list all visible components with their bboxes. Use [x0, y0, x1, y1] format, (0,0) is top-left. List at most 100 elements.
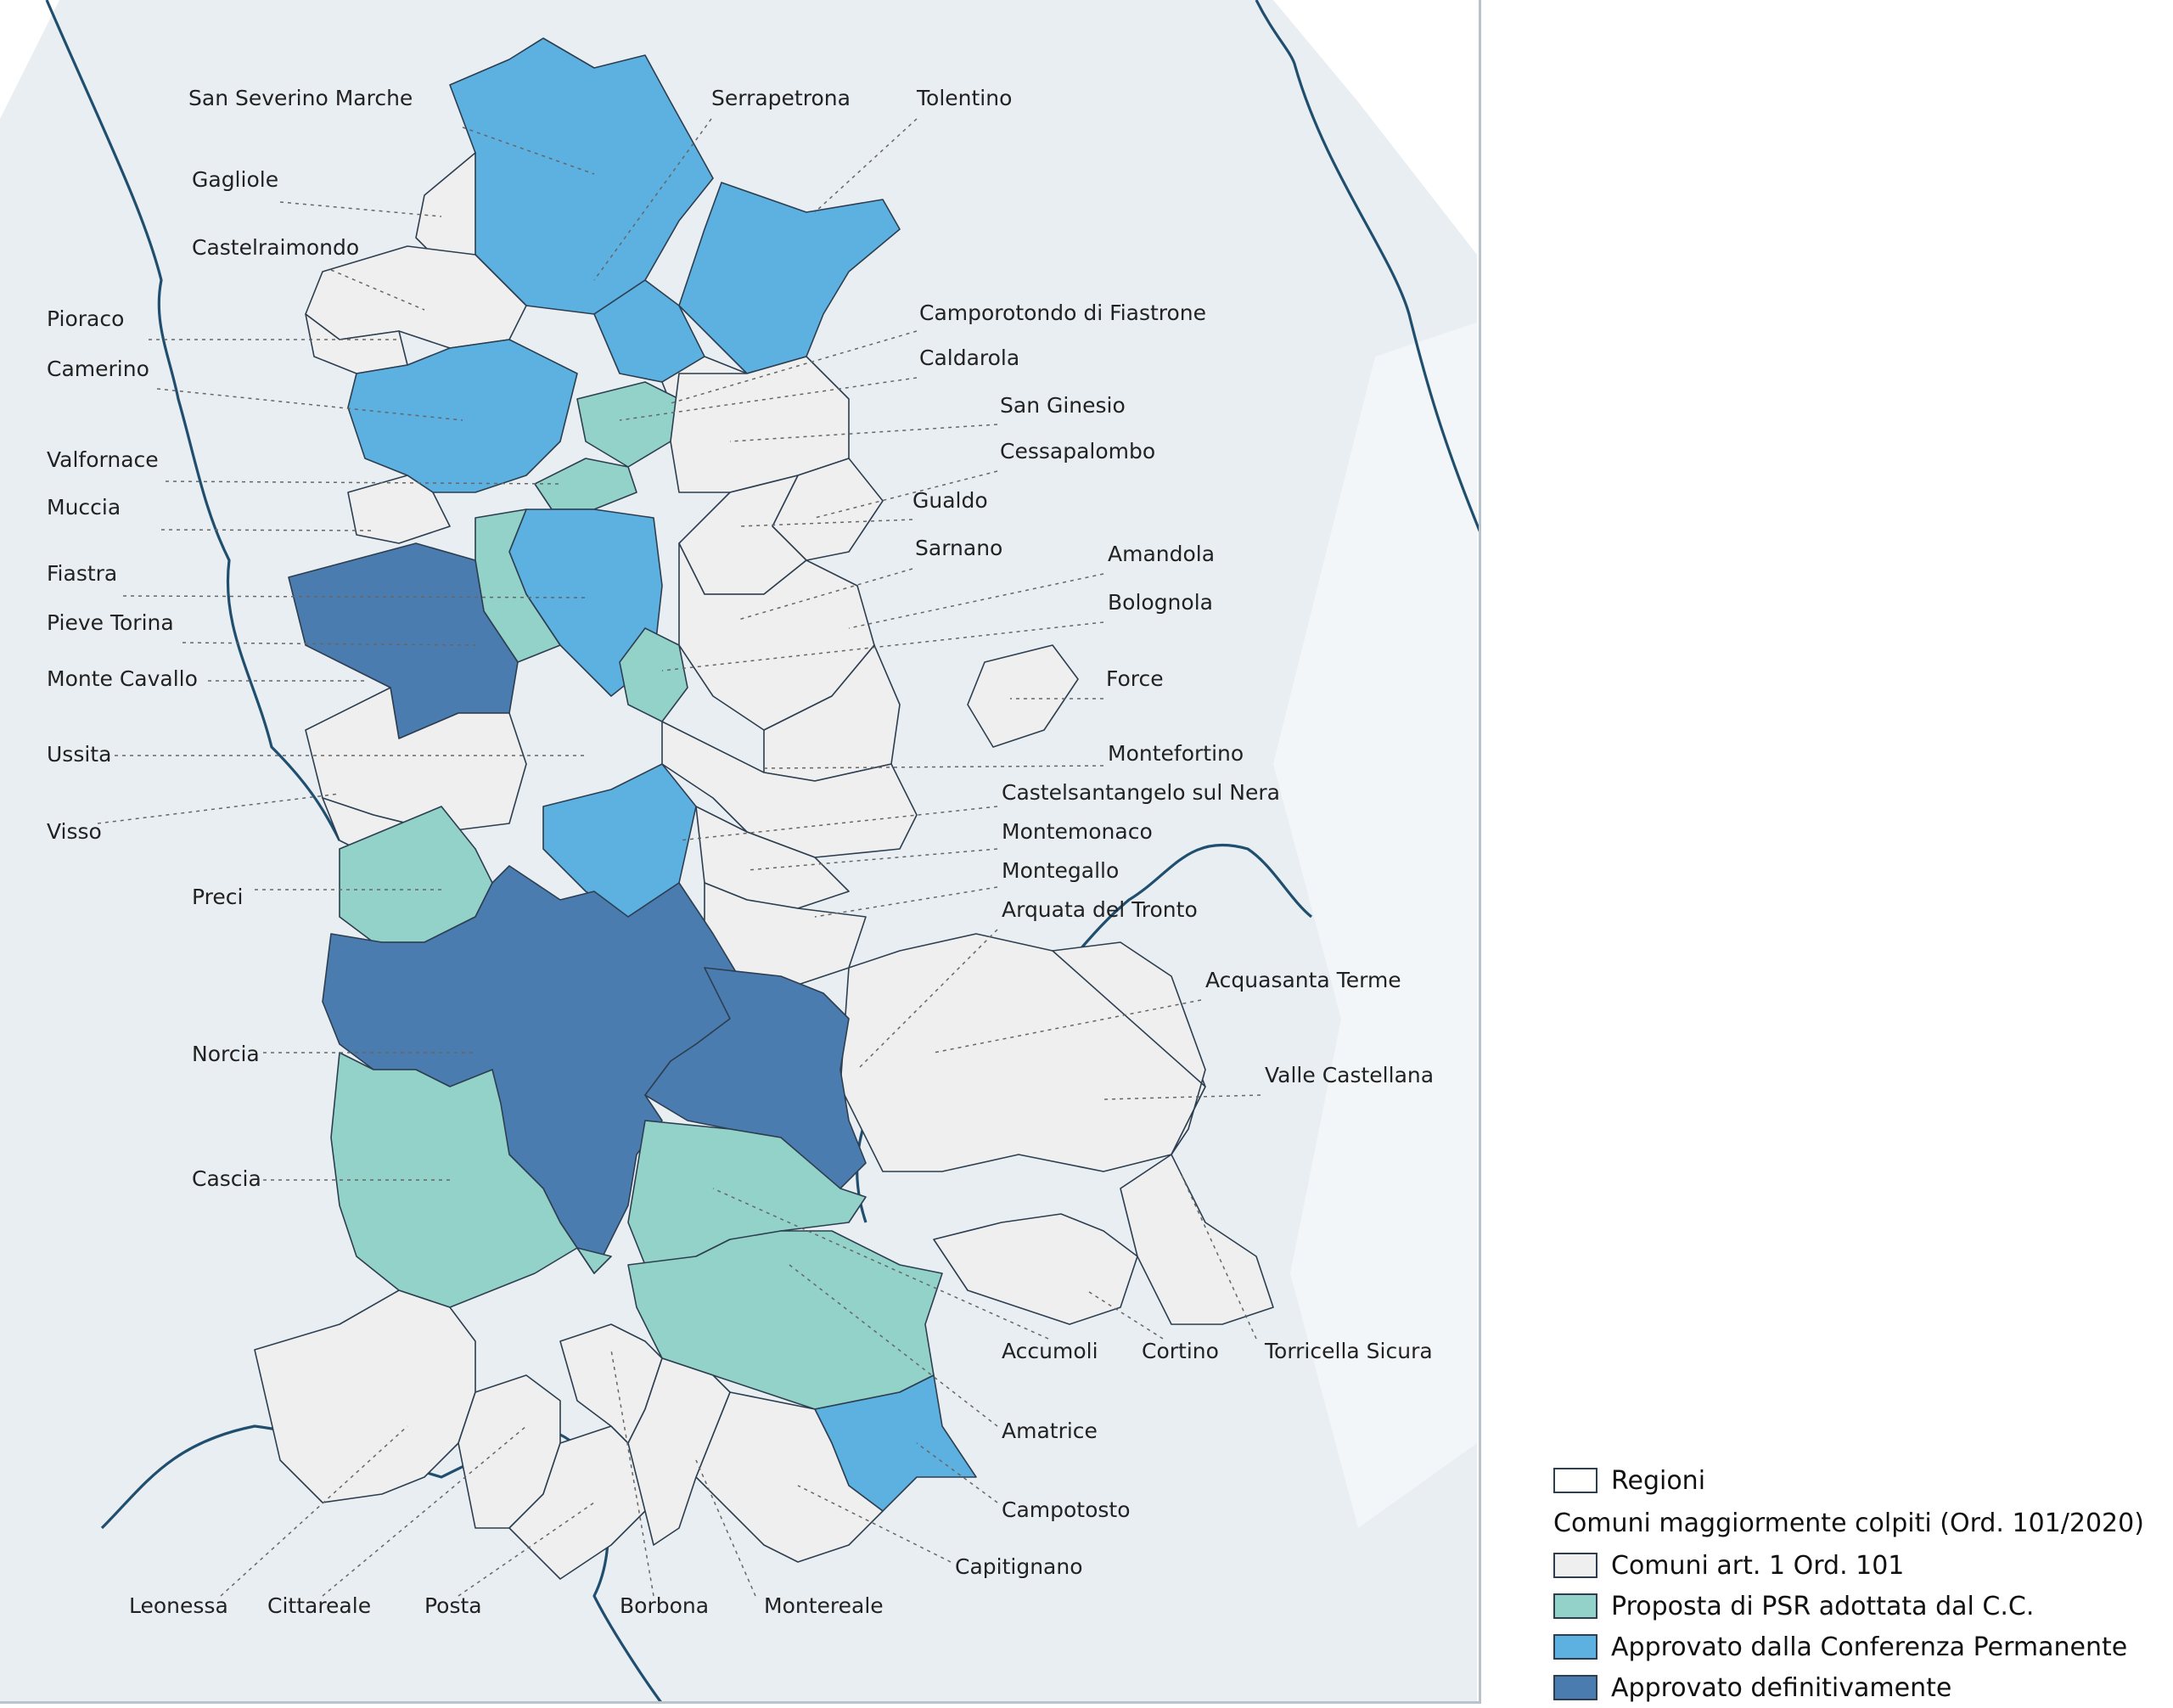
leader-line-san-severino-marche: [462, 126, 595, 175]
leader-line-montemonaco: [746, 848, 998, 871]
label-tolentino: Tolentino: [916, 86, 1012, 110]
leader-line-gualdo: [738, 519, 913, 527]
label-camerino: Camerino: [47, 357, 149, 381]
leader-line-montegallo: [814, 886, 998, 918]
regioni-swatch: [1553, 1468, 1597, 1493]
leader-line-castelraimondo: [330, 269, 425, 311]
leader-line-montereale: [695, 1459, 756, 1597]
municipality-montereale[interactable]: [627, 1357, 731, 1546]
region-border-coast: [1255, 0, 1479, 532]
legend-item-art1: Comuni art. 1 Ord. 101: [1553, 1545, 2148, 1586]
label-caldarola: Caldarola: [919, 346, 1019, 370]
label-posta: Posta: [424, 1593, 482, 1618]
municipalities-layer: [254, 37, 1274, 1580]
municipality-force[interactable]: [967, 644, 1079, 748]
municipality-capitignano[interactable]: [695, 1391, 884, 1563]
label-montefortino: Montefortino: [1108, 741, 1244, 766]
label-san-severino-marche: San Severino Marche: [188, 86, 413, 110]
leader-line-camerino: [156, 388, 463, 421]
municipality-cortino[interactable]: [933, 1213, 1138, 1325]
legend-item-label: Proposta di PSR adottata dal C.C.: [1611, 1591, 2035, 1621]
label-visso: Visso: [47, 819, 102, 844]
label-gagliole: Gagliole: [192, 167, 278, 192]
label-preci: Preci: [192, 885, 243, 909]
label-leonessa: Leonessa: [129, 1593, 228, 1618]
label-campotosto: Campotosto: [1002, 1497, 1131, 1522]
art1-swatch: [1553, 1553, 1597, 1578]
label-cascia: Cascia: [192, 1166, 261, 1191]
label-castelraimondo: Castelraimondo: [192, 235, 359, 260]
label-montegallo: Montegallo: [1002, 858, 1119, 883]
leader-lines-layer: [97, 118, 1261, 1597]
leader-line-fiastra: [122, 595, 587, 598]
label-norcia: Norcia: [192, 1042, 260, 1066]
label-sarnano: Sarnano: [915, 536, 1002, 560]
label-camporotondo-di-fiastrone: Camporotondo di Fiastrone: [919, 301, 1206, 325]
municipality-cascia[interactable]: [330, 1052, 612, 1308]
leader-line-valle-castellana: [1103, 1094, 1261, 1100]
label-force: Force: [1106, 666, 1164, 691]
label-fiastra: Fiastra: [47, 561, 117, 586]
label-valle-castellana: Valle Castellana: [1265, 1063, 1434, 1087]
leader-line-borbona: [610, 1349, 654, 1597]
leader-line-accumoli: [712, 1188, 1049, 1340]
psr-swatch: [1553, 1593, 1597, 1619]
region-border-west: [45, 0, 341, 841]
leader-line-cessapalombo: [814, 470, 998, 519]
municipality-valle-castellana[interactable]: [1052, 941, 1206, 1155]
label-gualdo: Gualdo: [912, 488, 988, 513]
legend-title: Comuni maggiormente colpiti (Ord. 101/20…: [1553, 1508, 2144, 1538]
label-cittareale: Cittareale: [267, 1593, 371, 1618]
label-accumoli: Accumoli: [1002, 1339, 1098, 1363]
label-cessapalombo: Cessapalombo: [1000, 439, 1155, 464]
legend-item-psr: Proposta di PSR adottata dal C.C.: [1553, 1586, 2148, 1627]
municipality-muccia[interactable]: [347, 475, 451, 544]
leader-line-muccia: [160, 529, 374, 531]
leader-line-amatrice: [789, 1264, 998, 1427]
leader-line-valfornace: [165, 480, 561, 485]
label-montereale: Montereale: [764, 1593, 884, 1618]
leader-line-visso: [97, 793, 340, 824]
label-valfornace: Valfornace: [47, 447, 159, 472]
leader-line-torricella-sicura: [1179, 1171, 1257, 1340]
legend-item-label: Comuni art. 1 Ord. 101: [1611, 1550, 1905, 1581]
leader-line-amandola: [848, 573, 1104, 629]
municipality-montefortino[interactable]: [661, 721, 918, 858]
leader-line-arquata-del-tronto: [856, 929, 998, 1070]
legend-item-conferenza: Approvato dalla Conferenza Permanente: [1553, 1627, 2148, 1667]
leader-line-montefortino: [763, 765, 1104, 769]
definitivo-swatch: [1553, 1675, 1597, 1700]
legend-regioni-label: Regioni: [1611, 1465, 1706, 1496]
label-amandola: Amandola: [1108, 542, 1215, 566]
legend-regioni: Regioni: [1553, 1460, 2148, 1501]
leader-line-bolognola: [661, 621, 1104, 671]
legend-item-label: Approvato definitivamente: [1611, 1672, 1952, 1703]
label-amatrice: Amatrice: [1002, 1419, 1098, 1443]
label-borbona: Borbona: [620, 1593, 709, 1618]
map-canvas[interactable]: San Severino Marche Serrapetrona Tolentino…: [0, 0, 1481, 1704]
label-arquata-del-tronto: Arquata del Tronto: [1002, 897, 1198, 922]
label-serrapetrona: Serrapetrona: [711, 86, 851, 110]
municipality-tolentino[interactable]: [678, 182, 901, 374]
legend-item-label: Approvato dalla Conferenza Permanente: [1611, 1632, 2128, 1662]
legend-item-definitivo: Approvato definitivamente: [1553, 1667, 2148, 1708]
leader-line-campotosto: [916, 1442, 998, 1503]
conferenza-swatch: [1553, 1634, 1597, 1660]
label-monte-cavallo: Monte Cavallo: [47, 666, 198, 691]
legend: Regioni Comuni maggiormente colpiti (Ord…: [1553, 1460, 2148, 1708]
leader-line-san-ginesio: [729, 424, 998, 442]
label-acquasanta-terme: Acquasanta Terme: [1205, 968, 1401, 992]
map-panel[interactable]: San Severino Marche Serrapetrona Tolentino…: [0, 0, 1481, 1704]
label-castelsantangelo-sul-nera: Castelsantangelo sul Nera: [1002, 780, 1280, 805]
land-shading-light: [1273, 323, 1477, 1528]
label-ussita: Ussita: [47, 742, 111, 767]
label-montemonaco: Montemonaco: [1002, 819, 1153, 844]
municipality-camerino[interactable]: [347, 339, 578, 493]
label-pioraco: Pioraco: [47, 306, 124, 331]
leader-line-tolentino: [814, 118, 918, 213]
label-muccia: Muccia: [47, 495, 121, 520]
leader-line-capitignano: [797, 1485, 952, 1563]
label-san-ginesio: San Ginesio: [1000, 393, 1126, 418]
leader-line-pieve-torina: [182, 642, 476, 646]
leader-line-serrapetrona: [593, 118, 712, 281]
